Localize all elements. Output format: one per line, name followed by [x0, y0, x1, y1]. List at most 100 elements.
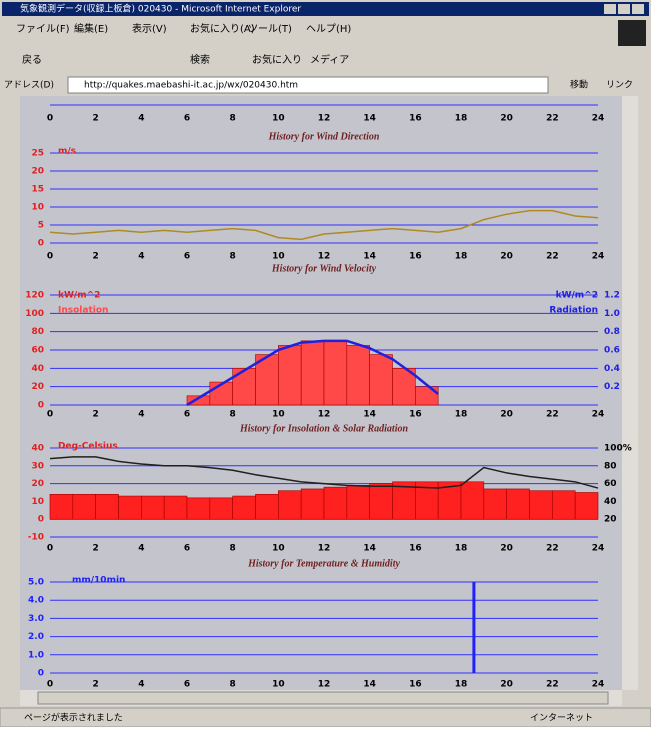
x-tick-label: 6 [184, 410, 190, 420]
menu-item[interactable]: 表示(V) [132, 22, 167, 35]
bar [301, 489, 324, 519]
y-tick-label: 0 [38, 239, 44, 249]
x-tick-label: 4 [138, 680, 144, 690]
x-tick-label: 8 [230, 114, 236, 124]
x-tick-label: 14 [363, 410, 376, 420]
y-tick-label: 40 [31, 444, 44, 454]
x-tick-label: 10 [272, 544, 285, 554]
scroll-thumb[interactable] [38, 692, 608, 704]
x-tick-label: 2 [93, 680, 99, 690]
x-tick-label: 0 [47, 680, 53, 690]
x-tick-label: 20 [500, 544, 513, 554]
x-tick-label: 20 [500, 680, 513, 690]
status-text: ページが表示されました [24, 712, 123, 724]
x-tick-label: 16 [409, 680, 422, 690]
x-tick-label: 14 [363, 114, 376, 124]
x-tick-label: 0 [47, 252, 53, 262]
y-tick-label: 3.0 [28, 614, 44, 624]
vertical-scrollbar[interactable] [622, 96, 638, 690]
toolbar-button[interactable]: メディア [310, 53, 349, 66]
x-tick-label: 4 [138, 252, 144, 262]
y2-tick-label: 0.8 [604, 327, 620, 337]
y-tick-label: 1.0 [28, 650, 44, 660]
bar [324, 341, 347, 405]
x-tick-label: 20 [500, 252, 513, 262]
bar [507, 489, 530, 519]
toolbar-button[interactable]: 戻る [22, 53, 42, 66]
x-tick-label: 24 [592, 114, 605, 124]
browser-window: 気象観測データ(収録上板倉) 020430 - Microsoft Intern… [0, 0, 651, 727]
menu-item[interactable]: 編集(E) [74, 22, 108, 35]
bar [141, 496, 164, 519]
chart-title: History for Temperature & Humidity [247, 558, 400, 569]
y2-tick-label: 0.2 [604, 382, 620, 392]
x-tick-label: 18 [455, 410, 468, 420]
y-tick-label: 20 [31, 479, 44, 489]
address-label: アドレス(D) [4, 81, 54, 91]
x-tick-label: 6 [184, 252, 190, 262]
close-button[interactable] [632, 4, 644, 14]
x-tick-label: 10 [272, 680, 285, 690]
y2-axis-label: kW/m^2 [556, 291, 598, 301]
x-tick-label: 6 [184, 544, 190, 554]
y-axis-label: m/s [58, 147, 76, 157]
toolbar-button[interactable]: 検索 [190, 53, 210, 66]
x-tick-label: 14 [363, 680, 376, 690]
menu-item[interactable]: ファイル(F) [16, 24, 70, 35]
y-tick-label: 100 [25, 309, 44, 319]
minimize-button[interactable] [604, 4, 616, 14]
y2-tick-label: 20 [604, 515, 617, 525]
links-button[interactable]: リンク [606, 80, 633, 91]
ie-logo [618, 20, 646, 46]
y2-tick-label: 40 [604, 497, 617, 507]
bar [73, 494, 96, 519]
menu-item[interactable]: ツール(T) [248, 24, 292, 35]
chart-title: History for Wind Velocity [271, 263, 377, 274]
menu-item[interactable]: ヘルプ(H) [306, 23, 351, 35]
bar [370, 484, 393, 520]
bar [210, 498, 233, 519]
y-tick-label: 10 [31, 203, 44, 213]
bar [530, 491, 553, 519]
bar [164, 496, 187, 519]
bar [461, 482, 484, 519]
bar [50, 494, 73, 519]
menu-item[interactable]: お気に入り(A) [190, 22, 255, 35]
y-tick-label: 120 [25, 291, 44, 301]
series-label: Insolation [58, 306, 108, 316]
y-tick-label: 25 [31, 149, 44, 159]
toolbar-button[interactable]: お気に入り [252, 53, 302, 66]
x-tick-label: 22 [546, 680, 559, 690]
x-tick-label: 18 [455, 114, 468, 124]
maximize-button[interactable] [618, 4, 630, 14]
bar [575, 493, 598, 520]
y-axis-label: mm/10min [72, 576, 125, 586]
bar [301, 341, 324, 405]
bar [96, 494, 119, 519]
x-tick-label: 18 [455, 544, 468, 554]
address-url: http://quakes.maebashi-it.ac.jp/wx/02043… [84, 81, 298, 91]
y-axis-label: kW/m^2 [58, 291, 100, 301]
chart-title: History for Insolation & Solar Radiation [239, 423, 409, 434]
bar [119, 496, 142, 519]
y-tick-label: 5.0 [28, 578, 44, 588]
x-tick-label: 14 [363, 252, 376, 262]
x-tick-label: 18 [455, 680, 468, 690]
x-tick-label: 22 [546, 544, 559, 554]
x-tick-label: 2 [93, 544, 99, 554]
bar [278, 345, 301, 405]
x-tick-label: 22 [546, 252, 559, 262]
x-tick-label: 10 [272, 114, 285, 124]
x-tick-label: 2 [93, 114, 99, 124]
bar [347, 485, 370, 519]
go-button[interactable]: 移動 [570, 79, 588, 91]
x-tick-label: 2 [93, 252, 99, 262]
bar [484, 489, 507, 519]
x-tick-label: 10 [272, 252, 285, 262]
y-tick-label: -10 [28, 533, 44, 543]
x-tick-label: 12 [318, 680, 331, 690]
x-tick-label: 8 [230, 252, 236, 262]
y-tick-label: 80 [31, 327, 44, 337]
y-tick-label: 30 [31, 461, 44, 471]
x-tick-label: 16 [409, 252, 422, 262]
